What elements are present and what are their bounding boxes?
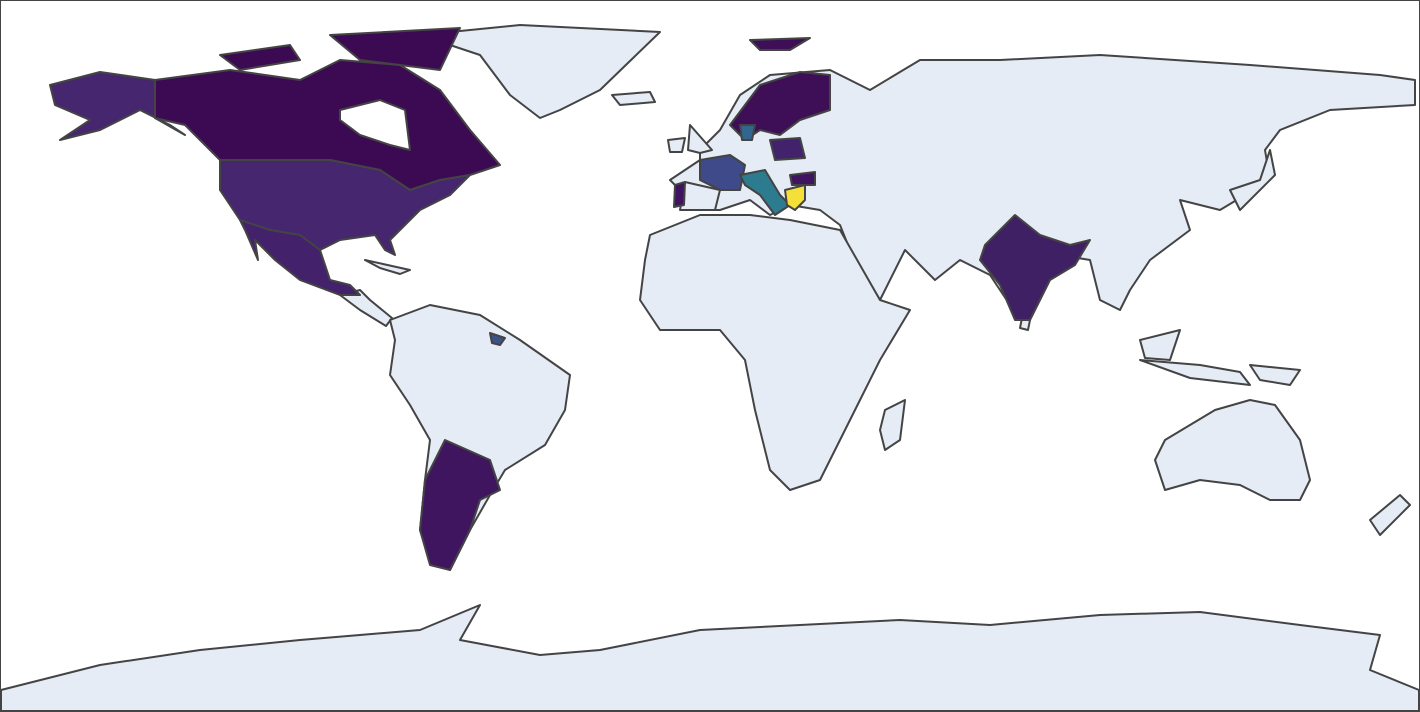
portugal: [673, 181, 686, 208]
mexico: [239, 219, 361, 296]
madagascar: [879, 399, 906, 451]
borneo: [1139, 329, 1181, 361]
cuba: [364, 259, 411, 275]
arctic-island: [329, 27, 461, 71]
france: [699, 154, 746, 191]
greenland: [419, 24, 661, 119]
new-guinea: [1249, 364, 1301, 386]
indonesia: [1139, 359, 1251, 386]
land-layer: [0, 24, 1420, 712]
antarctica: [0, 604, 1420, 712]
argentina: [419, 439, 501, 571]
ireland: [667, 137, 686, 153]
svalbard: [749, 37, 811, 51]
new-zealand: [1369, 494, 1411, 536]
india: [979, 214, 1091, 321]
french-guiana: [489, 332, 506, 346]
uk: [687, 124, 713, 154]
central-america: [339, 289, 393, 327]
bulgaria: [789, 171, 816, 186]
hudson-bay: [339, 99, 411, 151]
iceland: [611, 91, 656, 106]
africa: [639, 214, 911, 491]
denmark: [739, 124, 756, 141]
greece: [784, 184, 806, 211]
australia: [1154, 399, 1311, 501]
poland: [769, 137, 806, 161]
italy: [739, 169, 791, 216]
arctic-island: [219, 44, 301, 71]
japan: [1229, 149, 1276, 211]
